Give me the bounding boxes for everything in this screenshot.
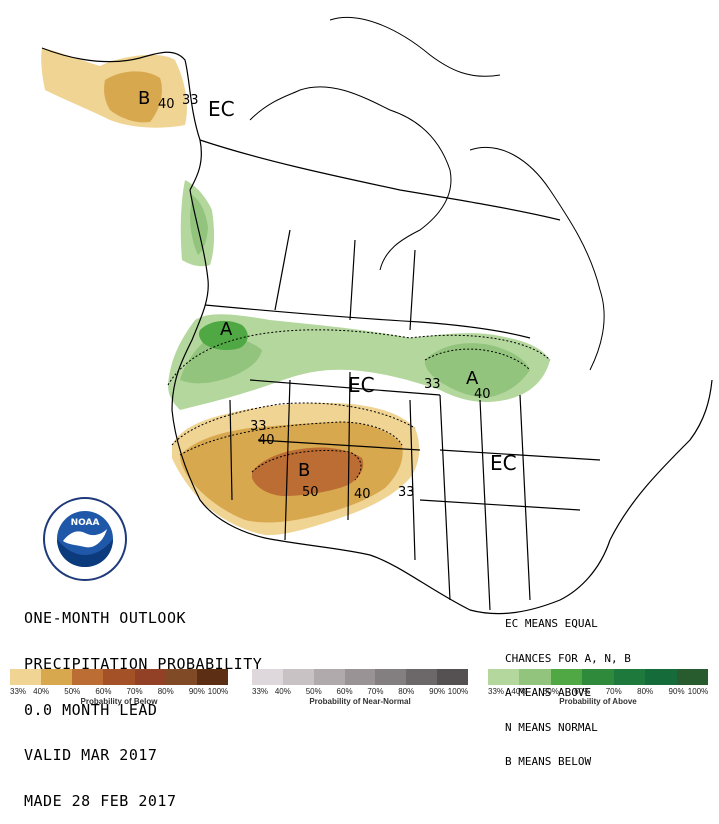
legend-swatch-below-0 bbox=[10, 669, 42, 685]
legend-tick-above-0: 33% bbox=[487, 687, 505, 696]
legend-tick-below-0: 33% bbox=[9, 687, 27, 696]
legend-tick-above-7: 100% bbox=[687, 687, 709, 696]
ec-east-label: EC bbox=[490, 451, 517, 475]
legend-tick-below-1: 40% bbox=[33, 687, 50, 696]
legend-tick-above-4: 70% bbox=[605, 687, 622, 696]
legend-swatch-above-1 bbox=[519, 669, 551, 685]
legend-tick-above-5: 80% bbox=[637, 687, 654, 696]
sw-contour-40: 40 bbox=[258, 433, 275, 448]
sw-contour-33b: 33 bbox=[398, 485, 415, 500]
northwest-above-50-region bbox=[199, 320, 248, 351]
contour-lines bbox=[167, 329, 551, 481]
northern-us-above-40-region bbox=[180, 335, 262, 384]
legend-note-line-5: B MEANS BELOW bbox=[505, 755, 592, 768]
ec-alaska-label: EC bbox=[208, 97, 235, 121]
legend-note-line-3: A MEANS ABOVE bbox=[505, 686, 592, 699]
title-line-2: PRECIPITATION PROBABILITY bbox=[24, 655, 263, 674]
b-southwest-label: B bbox=[298, 460, 310, 481]
legend-swatch-normal-6 bbox=[437, 669, 468, 685]
a-northwest-label: A bbox=[220, 319, 233, 340]
boundaries bbox=[41, 47, 713, 615]
legend-swatch-below-2 bbox=[72, 669, 104, 685]
legend-swatch-normal-3 bbox=[344, 669, 376, 685]
legend-tick-normal-6: 90% bbox=[429, 687, 446, 696]
legend-tick-normal-5: 80% bbox=[398, 687, 415, 696]
title-line-4: VALID MAR 2017 bbox=[24, 746, 158, 765]
ec-central-label: EC bbox=[348, 373, 375, 397]
legend-tick-above-2: 50% bbox=[542, 687, 559, 696]
legend-swatch-below-1 bbox=[41, 669, 73, 685]
legend-tick-above-3: 60% bbox=[574, 687, 591, 696]
legend-note-line-2: CHANCES FOR A, N, B bbox=[505, 651, 631, 665]
legend-swatch-above-5 bbox=[645, 669, 677, 685]
legend-caption-below: Probability of Below bbox=[80, 697, 158, 706]
legend-tick-above-6: 90% bbox=[668, 687, 685, 696]
legend-note-line-4: N MEANS NORMAL bbox=[505, 720, 598, 734]
legend-swatch-normal-2 bbox=[313, 669, 345, 685]
legend-tick-above-1: 40% bbox=[511, 687, 528, 696]
precipitation-outlook-map: EC EC EC B B A A 40 33 33 40 50 40 33 33… bbox=[41, 16, 713, 615]
legend-tick-normal-7: 100% bbox=[447, 687, 469, 696]
legend-swatch-above-4 bbox=[613, 669, 646, 685]
gl-contour-33: 33 bbox=[424, 377, 441, 392]
legend-swatch-above-0 bbox=[488, 669, 520, 685]
b-alaska-label: B bbox=[138, 88, 150, 109]
legend-caption-above: Probability of Above bbox=[559, 697, 637, 706]
title-line-5: MADE 28 FEB 2017 bbox=[24, 791, 177, 810]
sw-contour-50: 50 bbox=[302, 485, 319, 500]
legend-swatch-normal-5 bbox=[406, 669, 438, 685]
sw-contour-40b: 40 bbox=[354, 487, 371, 502]
gl-contour-40: 40 bbox=[474, 387, 491, 402]
legend-swatch-below-3 bbox=[103, 669, 135, 685]
legend-tick-normal-4: 70% bbox=[367, 687, 384, 696]
legend-bar-below bbox=[10, 669, 228, 685]
alaska-below-40-region bbox=[104, 71, 162, 123]
arctic-coast bbox=[249, 16, 605, 371]
legend-tick-normal-1: 40% bbox=[274, 687, 291, 696]
legend-tick-below-6: 90% bbox=[188, 687, 205, 696]
legend-swatch-below-4 bbox=[134, 669, 166, 685]
legend-ticks-normal: 33% 40% 50% 60% 70% 80% 90% 100% bbox=[252, 687, 468, 697]
legend-tick-normal-3: 60% bbox=[336, 687, 353, 696]
legend-tick-below-3: 60% bbox=[95, 687, 112, 696]
alaska-contour-33: 33 bbox=[182, 93, 199, 108]
legend-swatch-normal-1 bbox=[282, 669, 314, 685]
greatlakes-above-40-region bbox=[424, 343, 530, 398]
sw-contour-33: 33 bbox=[250, 419, 267, 434]
legend-swatch-above-6 bbox=[676, 669, 708, 685]
legend-tick-normal-0: 33% bbox=[251, 687, 269, 696]
title-line-1: ONE-MONTH OUTLOOK bbox=[24, 609, 187, 628]
legend-bar-normal bbox=[252, 669, 468, 685]
legend-tick-below-5: 80% bbox=[157, 687, 174, 696]
legend-caption-normal: Probability of Near-Normal bbox=[309, 697, 411, 706]
legend-swatch-normal-4 bbox=[375, 669, 407, 685]
noaa-logo: NOAA bbox=[43, 497, 127, 581]
legend-ticks-below: 33% 40% 50% 60% 70% 80% 90% 100% bbox=[10, 687, 228, 697]
legend-swatch-normal-0 bbox=[252, 669, 283, 685]
legend-tick-below-2: 50% bbox=[64, 687, 81, 696]
legend-note-line-1: EC MEANS EQUAL bbox=[505, 617, 598, 630]
a-greatlakes-label: A bbox=[466, 368, 479, 389]
legend-swatch-below-5 bbox=[165, 669, 197, 685]
legend-tick-below-7: 100% bbox=[207, 687, 229, 696]
legend-swatch-above-3 bbox=[582, 669, 614, 685]
legend-swatch-below-6 bbox=[196, 669, 228, 685]
legend-bar-above bbox=[488, 669, 708, 685]
legend-tick-below-4: 70% bbox=[126, 687, 143, 696]
southwest-below-50-region bbox=[252, 447, 364, 496]
legend-ticks-above: 33% 40% 50% 60% 70% 80% 90% 100% bbox=[488, 687, 708, 697]
alaska-contour-40: 40 bbox=[158, 97, 175, 112]
legend-tick-normal-2: 50% bbox=[305, 687, 322, 696]
noaa-logo-text: NOAA bbox=[71, 518, 100, 528]
legend-swatch-above-2 bbox=[550, 669, 583, 685]
